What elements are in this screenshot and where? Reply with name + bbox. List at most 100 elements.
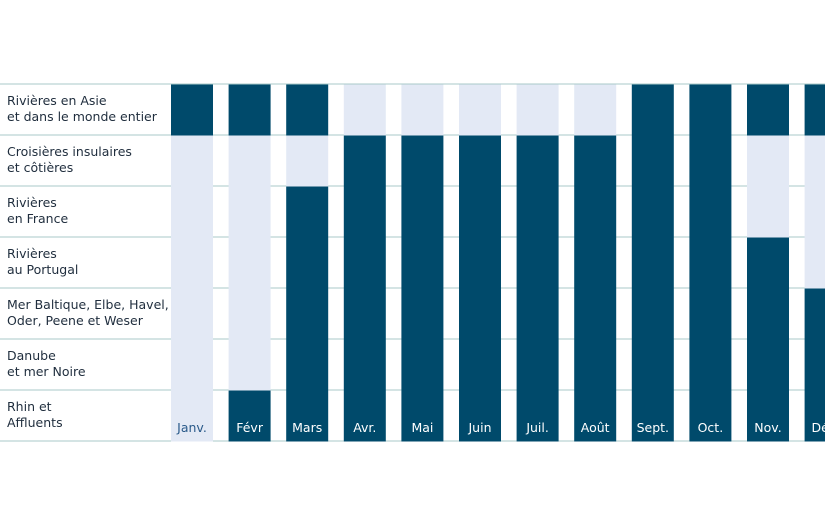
month-cell <box>689 135 732 187</box>
month-cell <box>401 390 444 442</box>
month-cell <box>459 288 501 340</box>
month-label: Janv. <box>176 420 207 435</box>
row-label: et dans le monde entier <box>7 109 158 124</box>
month-cell <box>401 186 444 238</box>
month-cell <box>228 237 271 289</box>
month-label: Août <box>581 420 610 435</box>
month-cell <box>804 84 825 136</box>
row-label: en France <box>7 211 68 226</box>
month-cell <box>689 186 732 238</box>
month-label: Juin <box>467 420 491 435</box>
month-cell <box>516 288 559 340</box>
month-cell <box>804 390 825 442</box>
month-cell <box>804 339 825 391</box>
month-cell <box>171 339 213 391</box>
month-label: Févr <box>236 420 264 435</box>
month-cell <box>747 288 789 340</box>
month-cell <box>343 339 386 391</box>
month-cell <box>631 135 674 187</box>
month-cell <box>631 288 674 340</box>
month-cell <box>286 288 329 340</box>
month-cell <box>459 237 501 289</box>
row-label: au Portugal <box>7 262 78 277</box>
month-cell <box>171 390 213 442</box>
month-cell <box>516 339 559 391</box>
month-cell <box>343 135 386 187</box>
month-cell <box>516 390 559 442</box>
month-label: Avr. <box>353 420 376 435</box>
month-label: Mai <box>411 420 433 435</box>
month-cell <box>401 339 444 391</box>
month-cell <box>574 135 617 187</box>
month-cell <box>401 237 444 289</box>
month-cell <box>804 237 825 289</box>
month-cell <box>804 186 825 238</box>
month-cell <box>804 135 825 187</box>
month-cell <box>747 84 789 136</box>
month-cell <box>228 186 271 238</box>
row-label: Rivières <box>7 195 57 210</box>
month-label: Sept. <box>637 420 669 435</box>
month-cell <box>574 186 617 238</box>
month-label: Déc. <box>812 420 825 435</box>
month-cell <box>689 339 732 391</box>
month-cell <box>516 186 559 238</box>
month-cell <box>343 288 386 340</box>
month-cell <box>286 135 329 187</box>
month-cell <box>343 84 386 136</box>
month-cell <box>689 390 732 442</box>
month-cell <box>228 84 271 136</box>
month-cell <box>286 339 329 391</box>
month-cell <box>459 186 501 238</box>
month-cell <box>401 84 444 136</box>
month-label: Juil. <box>525 420 549 435</box>
month-cell <box>689 237 732 289</box>
month-cell <box>574 390 617 442</box>
month-cell <box>171 288 213 340</box>
row-label: Affluents <box>7 415 63 430</box>
row-label: Danube <box>7 348 56 363</box>
month-cell <box>574 237 617 289</box>
month-cell <box>286 84 329 136</box>
month-cell <box>574 339 617 391</box>
row-label: Croisières insulaires <box>7 144 132 159</box>
month-cell <box>459 339 501 391</box>
month-cell <box>343 186 386 238</box>
month-cell <box>689 84 732 136</box>
row-label: Rivières en Asie <box>7 93 107 108</box>
month-cell <box>286 237 329 289</box>
month-cell <box>631 186 674 238</box>
month-label: Mars <box>292 420 322 435</box>
month-cell <box>171 135 213 187</box>
month-cell <box>171 84 213 136</box>
month-cell <box>631 390 674 442</box>
month-cell <box>228 339 271 391</box>
month-cell <box>171 186 213 238</box>
month-cell <box>689 288 732 340</box>
month-cell <box>574 288 617 340</box>
month-cell <box>459 390 501 442</box>
row-label: Rhin et <box>7 399 52 414</box>
month-cell <box>747 237 789 289</box>
row-label: Rivières <box>7 246 57 261</box>
month-cell <box>459 84 501 136</box>
month-cell <box>631 84 674 136</box>
month-cell <box>804 288 825 340</box>
month-cell <box>286 390 329 442</box>
month-cell <box>747 135 789 187</box>
month-cell <box>747 186 789 238</box>
month-label: Nov. <box>754 420 781 435</box>
month-cell <box>343 390 386 442</box>
month-cell <box>459 135 501 187</box>
row-label: et mer Noire <box>7 364 86 379</box>
month-cell <box>286 186 329 238</box>
month-cell <box>401 135 444 187</box>
month-cell <box>516 84 559 136</box>
month-label: Oct. <box>698 420 724 435</box>
month-cell <box>516 237 559 289</box>
month-cell <box>574 84 617 136</box>
month-cell <box>631 339 674 391</box>
month-cell <box>228 390 271 442</box>
